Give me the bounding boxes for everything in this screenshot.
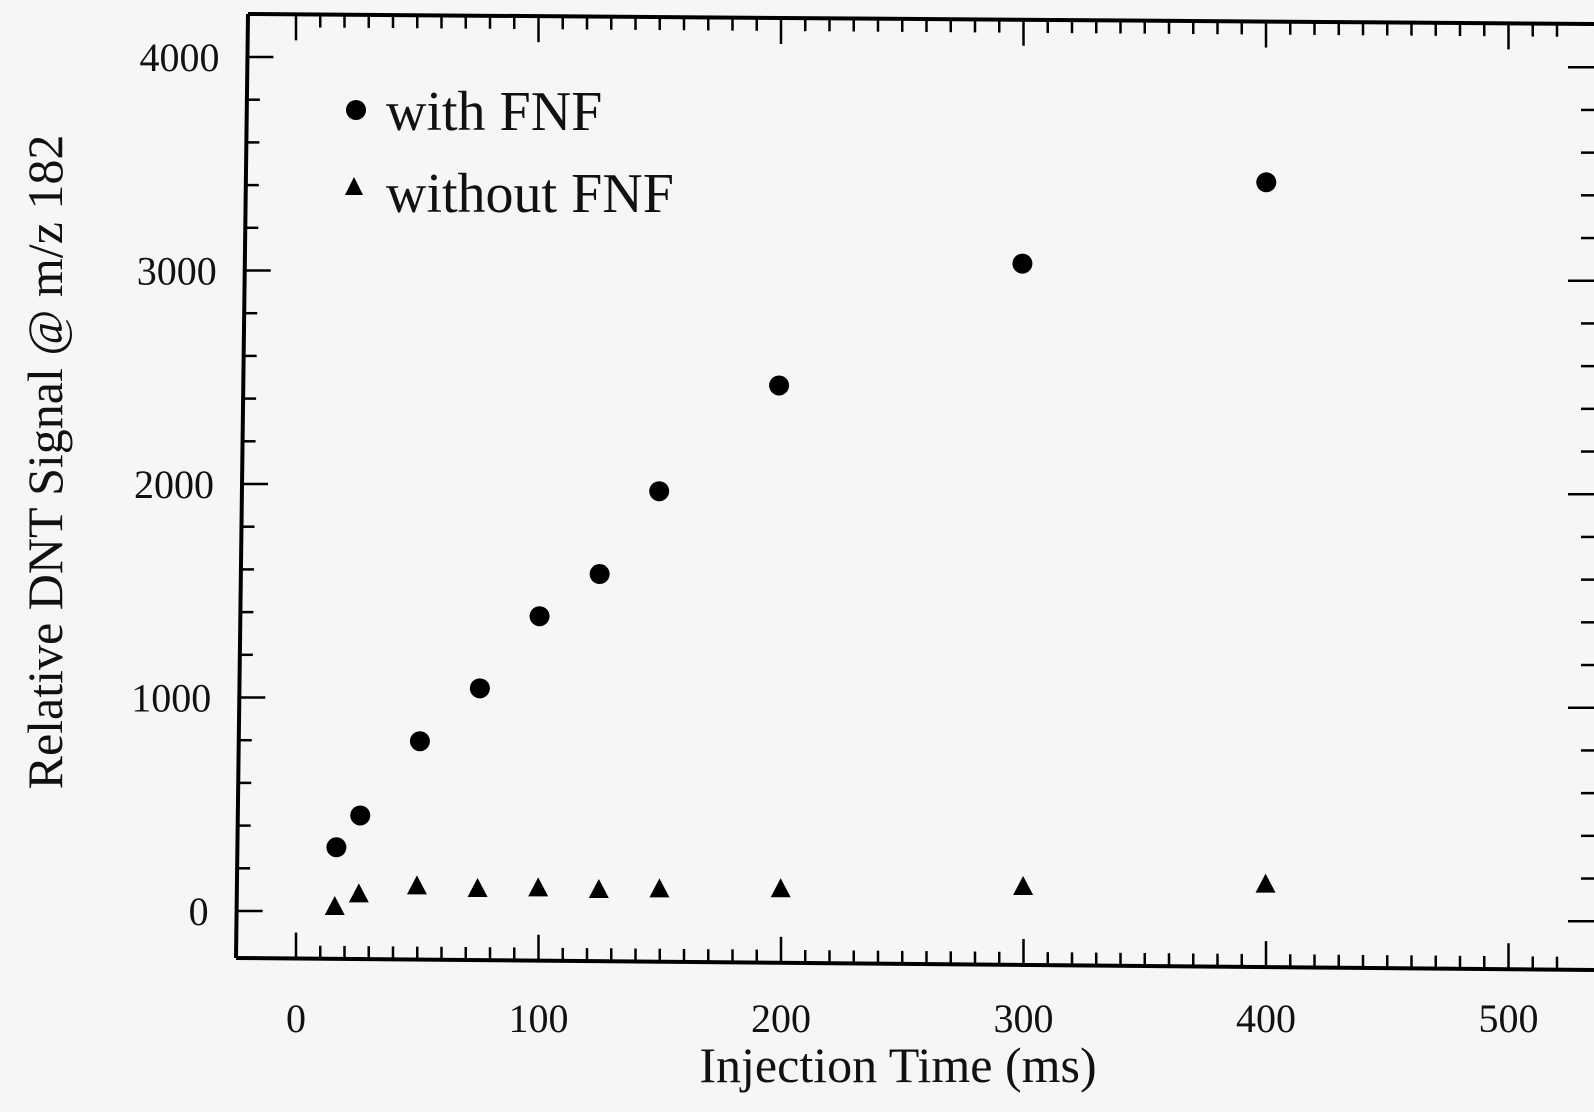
plot-frame [234,12,1594,972]
point-with-fnf [350,805,371,826]
axis-left [234,13,250,959]
point-without-fnf [528,877,549,897]
data-points [324,172,1277,916]
x-tick-label: 300 [994,996,1054,1041]
x-tick-labels: 0 100 200 300 400 500 [286,996,1539,1041]
point-without-fnf [649,878,670,898]
y-axis-title: Relative DNT Signal @ m/z 182 [17,135,73,790]
x-tick-label: 100 [509,996,569,1041]
x-tick-label: 400 [1236,996,1296,1041]
x-tick-label: 500 [1479,996,1539,1041]
x-tick-label: 0 [286,996,306,1041]
point-without-fnf [1013,875,1034,895]
point-with-fnf [469,678,490,699]
x-tick-label: 200 [751,996,811,1041]
point-with-fnf [1256,172,1277,193]
axis-top [247,12,1594,26]
point-with-fnf [1012,253,1033,274]
y-tick-label: 0 [189,889,209,934]
y-tick-label: 3000 [137,249,217,294]
point-with-fnf [326,837,347,858]
point-without-fnf [770,878,791,898]
point-with-fnf [589,564,610,585]
y-tick-label: 1000 [131,676,211,721]
legend-marker-with-fnf [346,100,366,120]
point-with-fnf [409,731,430,752]
axis-bottom [235,956,1594,972]
point-without-fnf [1255,873,1276,893]
legend: with FNF without FNF [345,81,674,225]
legend-label-with-fnf: with FNF [386,81,602,143]
point-with-fnf [529,606,550,627]
y-tick-label: 2000 [134,462,214,507]
point-without-fnf [588,878,609,898]
point-without-fnf [467,877,488,897]
tick-marks [236,13,1594,970]
legend-marker-without-fnf [345,177,363,195]
y-tick-labels: 0 1000 2000 3000 4000 [131,35,219,934]
point-with-fnf [769,375,790,396]
point-with-fnf [649,481,670,502]
point-without-fnf [348,883,369,903]
point-without-fnf [324,896,345,916]
legend-label-without-fnf: without FNF [386,163,674,225]
y-tick-label: 4000 [139,35,219,80]
point-without-fnf [406,875,427,895]
x-axis-title: Injection Time (ms) [699,1037,1096,1093]
